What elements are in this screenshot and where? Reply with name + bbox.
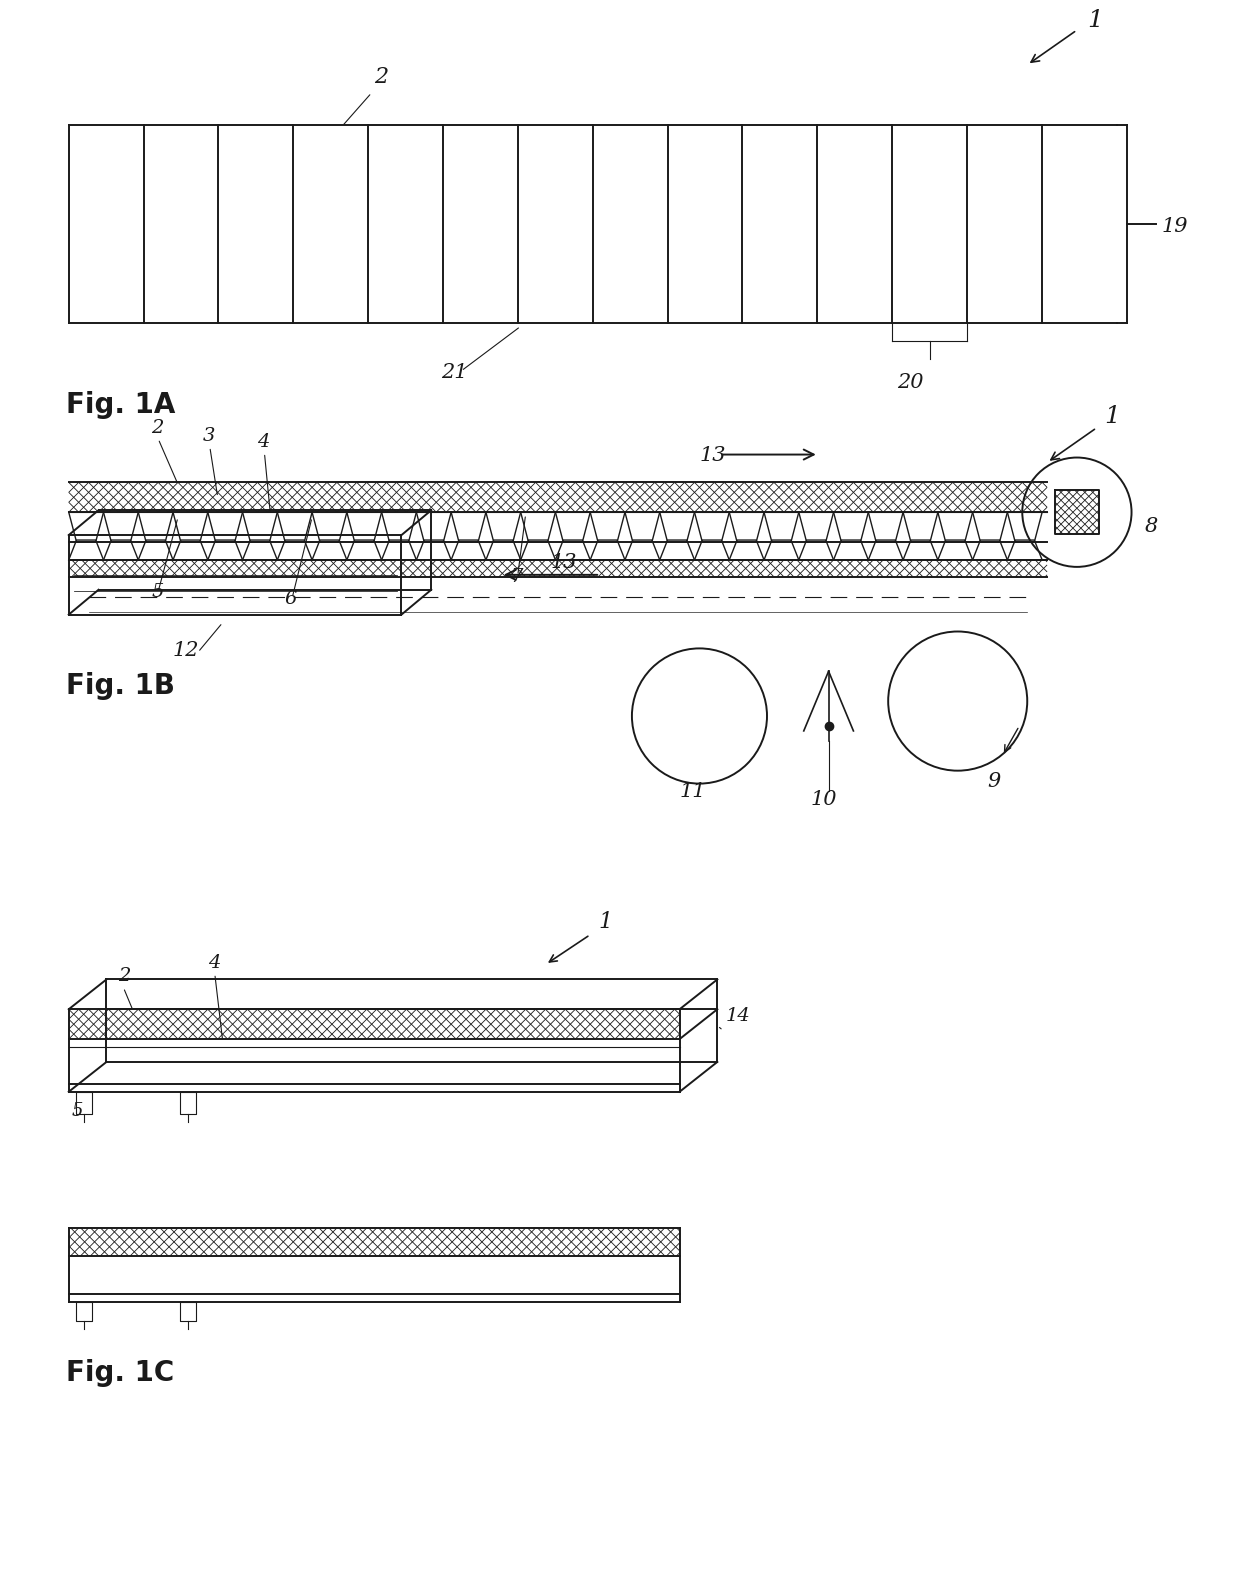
Text: 19: 19 [1162, 218, 1188, 237]
Text: 1: 1 [598, 912, 613, 932]
Text: 5: 5 [151, 583, 164, 600]
Text: 9: 9 [987, 772, 1001, 791]
Text: 1: 1 [1105, 405, 1121, 427]
Text: 13: 13 [699, 446, 725, 465]
Text: 7: 7 [511, 569, 523, 586]
Text: 2: 2 [118, 967, 130, 986]
Text: 10: 10 [811, 791, 837, 810]
Text: 1: 1 [1086, 10, 1102, 32]
Text: 11: 11 [680, 781, 706, 800]
Text: 5: 5 [72, 1102, 83, 1120]
Text: 2: 2 [373, 65, 388, 87]
Text: 14: 14 [725, 1007, 750, 1024]
Text: Fig. 1C: Fig. 1C [66, 1359, 174, 1386]
Text: Fig. 1B: Fig. 1B [66, 672, 175, 700]
Text: 13: 13 [551, 553, 577, 572]
Text: 6: 6 [284, 589, 296, 608]
Text: 21: 21 [441, 364, 467, 383]
Text: 4: 4 [208, 953, 221, 972]
Text: Fig. 1A: Fig. 1A [66, 391, 175, 419]
Text: 12: 12 [174, 642, 200, 661]
Text: 8: 8 [1145, 518, 1158, 537]
Text: 20: 20 [897, 373, 924, 392]
Text: 2: 2 [151, 419, 164, 437]
Text: 3: 3 [203, 427, 216, 445]
Text: 4: 4 [258, 432, 270, 451]
